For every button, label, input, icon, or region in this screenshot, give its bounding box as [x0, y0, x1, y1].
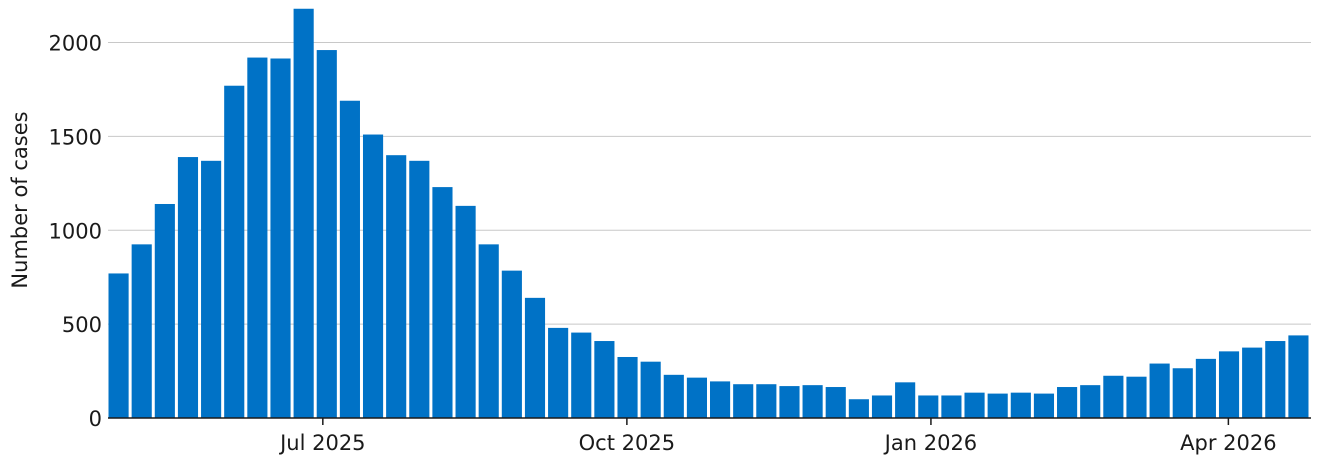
axes: 0 500 1000 1500 2000 Jul 2025 Oct 2025 Jan 2026…	[49, 32, 1311, 455]
bar	[941, 395, 962, 418]
bar	[1126, 376, 1147, 418]
bar	[1103, 375, 1124, 418]
bar	[1172, 368, 1193, 418]
y-tick-label: 2000	[49, 32, 102, 56]
bar	[293, 8, 314, 418]
bar	[640, 361, 661, 418]
bar	[432, 187, 453, 418]
bar	[524, 297, 546, 418]
bar	[1057, 387, 1078, 418]
bar	[848, 399, 869, 418]
bar	[825, 387, 846, 418]
bar	[409, 160, 430, 418]
y-tick-label: 500	[62, 313, 102, 337]
bar	[177, 157, 199, 419]
x-tick-label: Oct 2025	[579, 431, 675, 455]
bar	[548, 327, 569, 418]
bar	[571, 332, 592, 418]
bar	[779, 386, 800, 418]
bar	[733, 384, 754, 418]
bar	[964, 392, 985, 418]
bar	[617, 356, 638, 418]
bar	[895, 382, 916, 418]
bar	[247, 57, 268, 419]
bar	[362, 134, 384, 419]
bar	[224, 85, 245, 419]
y-axis-title: Number of cases	[8, 111, 32, 288]
bar	[455, 205, 476, 418]
bar	[1242, 347, 1263, 418]
bar	[108, 273, 129, 418]
y-tick-label: 0	[89, 407, 102, 431]
y-tick-label: 1000	[49, 219, 102, 243]
bars	[108, 8, 1309, 419]
bar	[1033, 393, 1055, 418]
bar	[1010, 392, 1031, 418]
bar	[594, 341, 615, 418]
bar	[710, 381, 731, 418]
bar	[918, 395, 939, 418]
bar	[756, 384, 777, 418]
bar	[501, 270, 522, 418]
bar	[1149, 363, 1170, 418]
bar	[1288, 335, 1309, 418]
bar	[871, 395, 893, 418]
bar	[686, 377, 707, 418]
bar	[316, 50, 337, 419]
bar	[201, 160, 222, 418]
x-tick-label: Jan 2026	[883, 431, 978, 455]
bar	[1080, 385, 1101, 418]
bar	[663, 374, 684, 418]
bar	[270, 58, 291, 419]
bar	[131, 244, 152, 418]
bar	[339, 100, 360, 418]
bar	[1218, 351, 1240, 418]
x-tick-label: Apr 2026	[1180, 431, 1276, 455]
bar	[987, 393, 1008, 418]
bar	[478, 244, 499, 418]
x-tick-label: Jul 2025	[278, 431, 365, 455]
bar	[802, 385, 823, 418]
bar	[386, 155, 407, 418]
bar	[154, 203, 175, 418]
bar	[1265, 341, 1286, 418]
bar	[1195, 358, 1216, 418]
y-tick-label: 1500	[49, 125, 102, 149]
